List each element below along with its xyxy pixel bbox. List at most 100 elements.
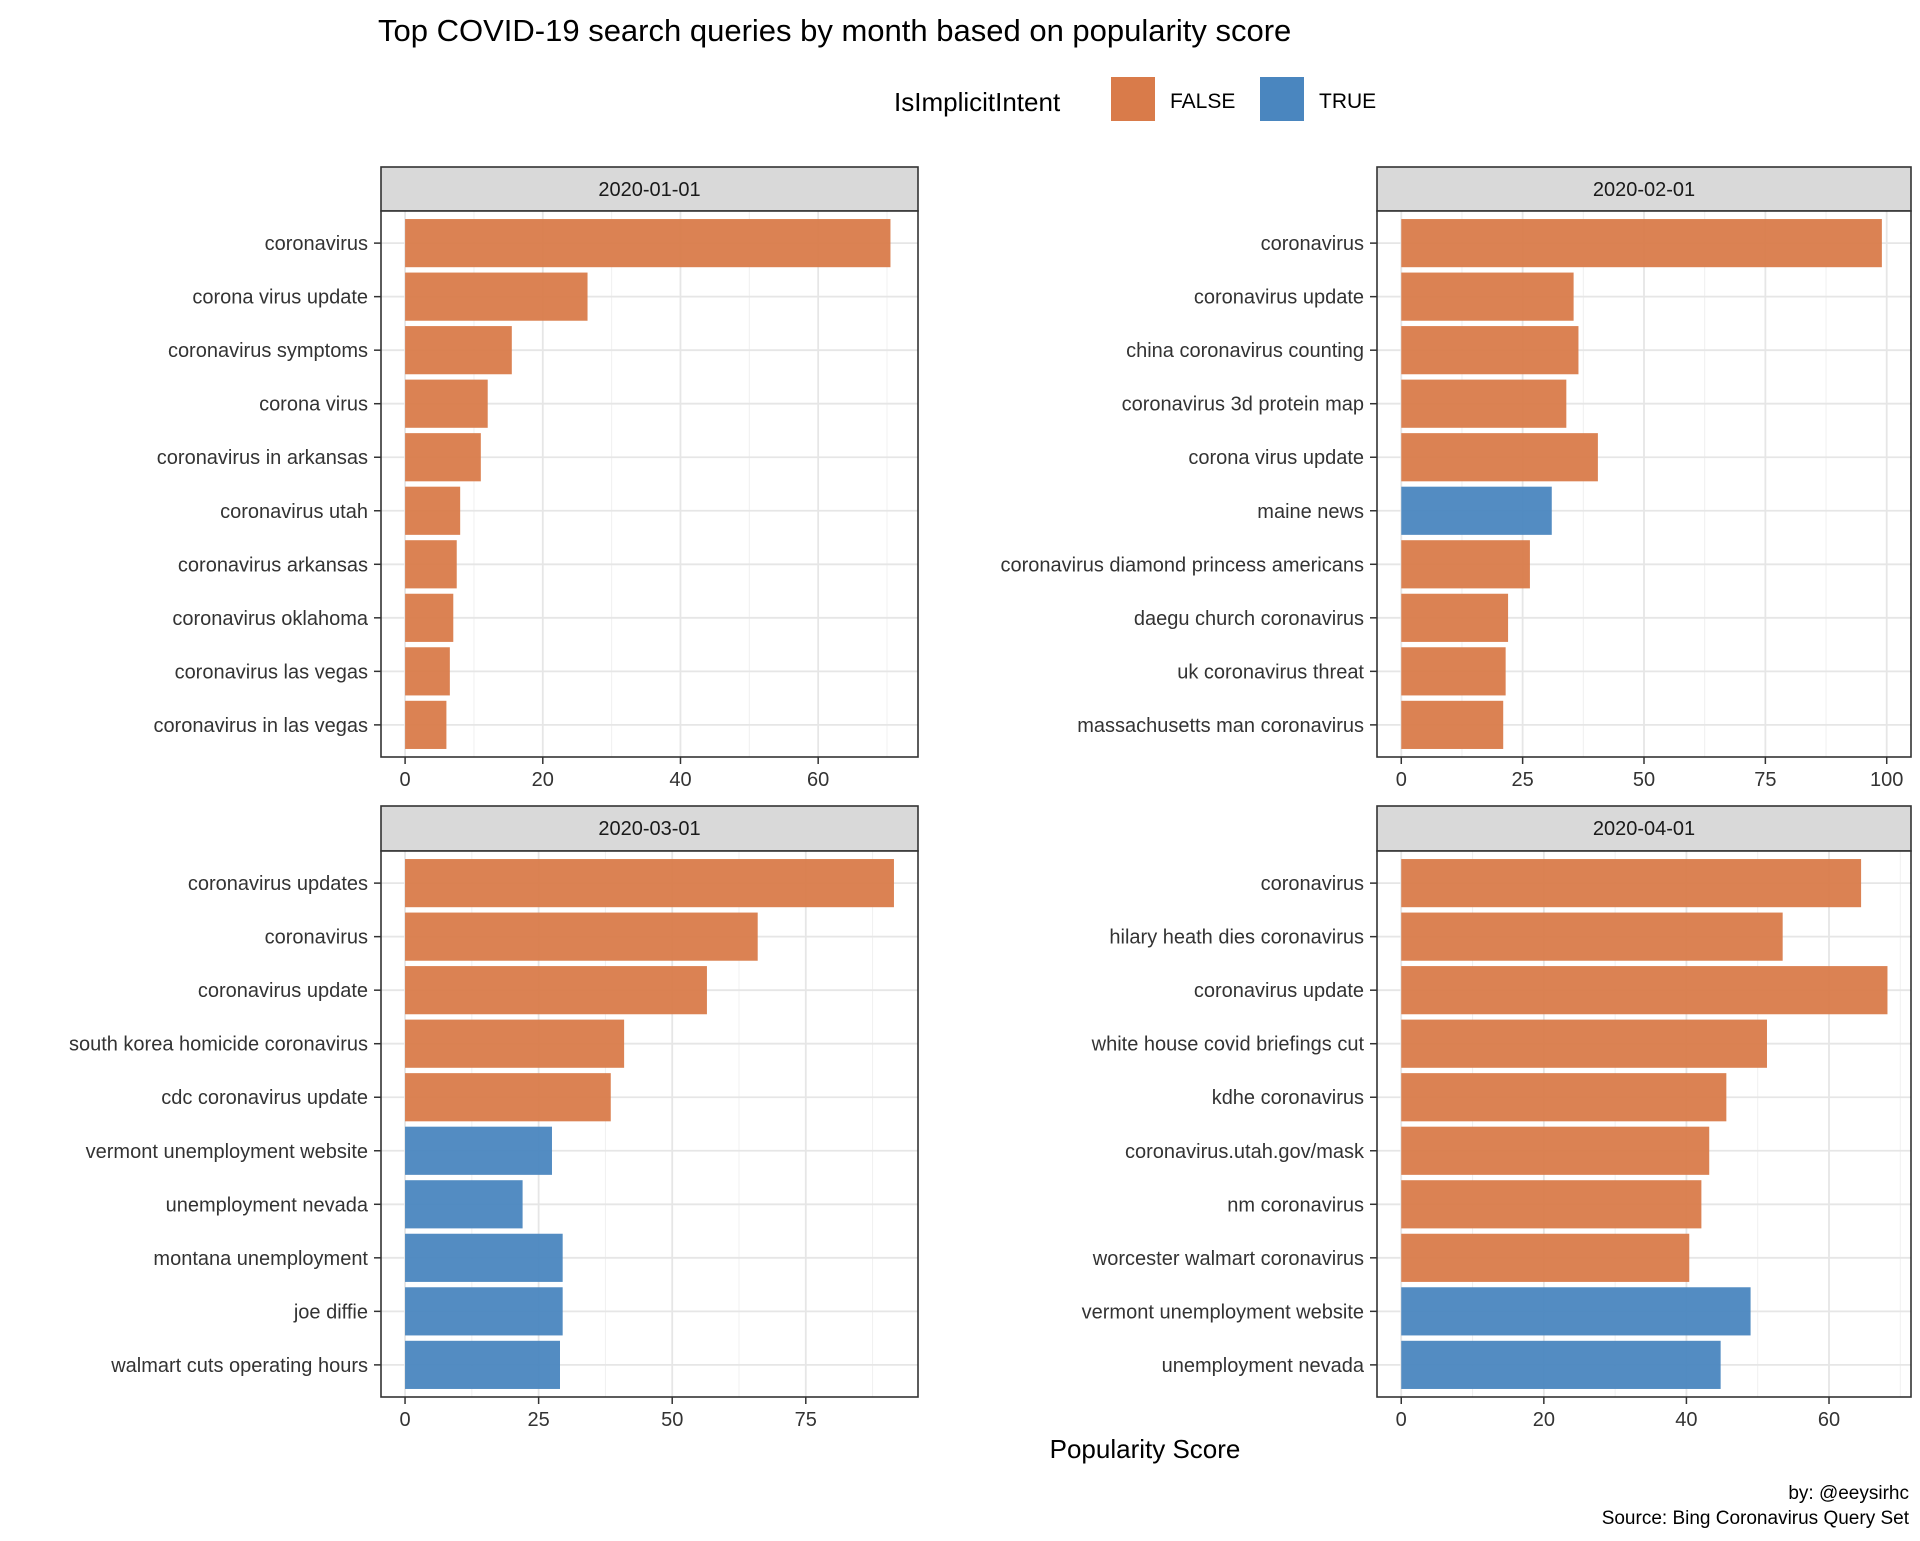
facet-strip: [380, 166, 919, 212]
category-label: south korea homicide coronavirus: [69, 1034, 368, 1056]
facet-strip: [1376, 805, 1912, 852]
legend-label-false: FALSE: [1170, 90, 1235, 113]
facet-label: 2020-03-01: [598, 818, 700, 840]
category-label: coronavirus updates: [188, 873, 368, 895]
bar: [1401, 1340, 1721, 1389]
category-label: coronavirus diamond princess americans: [1001, 554, 1365, 576]
bar: [405, 540, 457, 589]
bar: [405, 272, 588, 321]
category-label: coronavirus arkansas: [178, 554, 368, 576]
x-axis-title: Popularity Score: [1050, 1434, 1241, 1464]
bar: [405, 486, 461, 535]
legend-title: IsImplicitIntent: [894, 87, 1061, 117]
x-tick-label: 25: [528, 1409, 550, 1431]
bar: [1401, 326, 1579, 375]
category-label: maine news: [1257, 501, 1364, 523]
x-tick-label: 40: [1675, 1409, 1697, 1431]
x-tick-label: 50: [661, 1409, 683, 1431]
x-tick-label: 20: [1533, 1409, 1555, 1431]
bar: [1401, 433, 1598, 482]
category-label: uk coronavirus threat: [1177, 661, 1364, 683]
x-tick-label: 100: [1870, 769, 1903, 791]
bar: [1401, 272, 1574, 321]
x-tick-label: 60: [807, 769, 829, 791]
legend: IsImplicitIntent FALSE TRUE: [894, 77, 1376, 121]
bar: [1401, 1073, 1727, 1122]
category-label: cdc coronavirus update: [161, 1087, 368, 1109]
category-label: hilary heath dies coronavirus: [1109, 927, 1364, 949]
x-tick-label: 75: [795, 1409, 817, 1431]
category-label: vermont unemployment website: [1082, 1301, 1364, 1323]
panel-2020-01-01: 2020-01-01 0 20 40 60 coronavirus corona virus…: [153, 166, 919, 791]
bar: [405, 912, 758, 961]
legend-label-true: TRUE: [1319, 90, 1376, 113]
bar: [405, 379, 488, 428]
x-tick-label: 25: [1512, 769, 1534, 791]
x-tick-label: 50: [1633, 769, 1655, 791]
x-tick-label: 0: [400, 769, 411, 791]
bar: [405, 859, 894, 908]
panel-border: [1376, 210, 1912, 758]
bar: [1401, 1287, 1751, 1336]
category-label: joe diffie: [293, 1301, 368, 1323]
panel-border: [1376, 850, 1912, 1398]
category-label: coronavirus: [265, 233, 368, 255]
bar: [1401, 379, 1567, 428]
category-label: unemployment nevada: [166, 1194, 369, 1216]
bar: [1401, 1126, 1710, 1175]
category-label: corona virus update: [1188, 447, 1364, 469]
bar: [405, 1233, 563, 1282]
bar: [405, 219, 891, 268]
x-tick-label: 0: [1396, 769, 1407, 791]
bar: [405, 1126, 552, 1175]
category-label: coronavirus las vegas: [175, 661, 368, 683]
bar: [1401, 1019, 1767, 1068]
facet-label: 2020-04-01: [1593, 818, 1695, 840]
x-tick-label: 75: [1754, 769, 1776, 791]
bar: [1401, 859, 1862, 908]
category-label: coronavirus: [265, 927, 368, 949]
panel-border: [380, 210, 919, 758]
bar: [405, 326, 512, 375]
category-label: worcester walmart coronavirus: [1092, 1248, 1364, 1270]
category-label: walmart cuts operating hours: [110, 1355, 368, 1377]
bar: [405, 966, 707, 1015]
category-label: corona virus: [259, 394, 368, 416]
category-label: coronavirus update: [1194, 287, 1364, 309]
bar: [1401, 912, 1783, 961]
bar: [405, 593, 454, 642]
bar: [405, 647, 450, 696]
x-tick-label: 0: [1396, 1409, 1407, 1431]
category-label: coronavirus.utah.gov/mask: [1125, 1141, 1365, 1163]
category-label: montana unemployment: [153, 1248, 368, 1270]
bar: [405, 1340, 560, 1389]
legend-swatch-true: [1260, 77, 1304, 121]
panel-2020-04-01: 2020-04-01 0 20 40 60 coronavirus hilary heath…: [1082, 805, 1912, 1431]
bar: [405, 433, 481, 482]
category-label: coronavirus utah: [220, 501, 368, 523]
bar: [405, 1180, 523, 1229]
panels: 2020-01-01 0 20 40 60 coronavirus corona virus…: [69, 166, 1912, 1431]
category-label: nm coronavirus: [1227, 1194, 1364, 1216]
category-label: corona virus update: [192, 287, 368, 309]
bar: [1401, 1180, 1702, 1229]
category-label: massachusetts man coronavirus: [1077, 715, 1364, 737]
category-label: kdhe coronavirus: [1212, 1087, 1364, 1109]
chart-title: Top COVID-19 search queries by month bas…: [378, 13, 1291, 48]
category-label: coronavirus 3d protein map: [1122, 394, 1364, 416]
facet-label: 2020-02-01: [1593, 179, 1695, 201]
x-tick-label: 0: [399, 1409, 410, 1431]
legend-swatch-false: [1111, 77, 1155, 121]
bar: [1401, 486, 1552, 535]
bar: [1401, 540, 1530, 589]
bar: [1401, 593, 1509, 642]
x-tick-label: 40: [669, 769, 691, 791]
category-label: coronavirus update: [1194, 980, 1364, 1002]
bar: [405, 1073, 611, 1122]
category-label: coronavirus symptoms: [168, 340, 368, 362]
category-label: coronavirus: [1261, 873, 1364, 895]
x-tick-label: 60: [1818, 1409, 1840, 1431]
bar: [405, 1287, 563, 1336]
